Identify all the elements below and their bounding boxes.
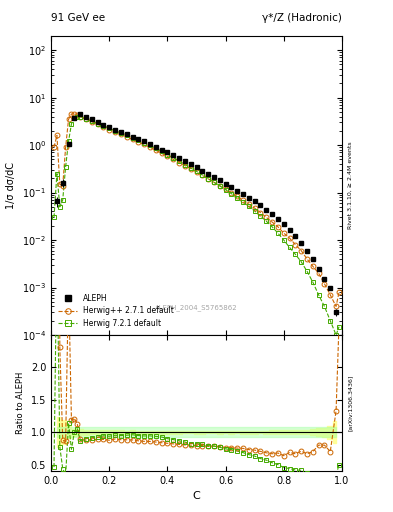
Text: ALEPH_2004_S5765862: ALEPH_2004_S5765862 bbox=[155, 304, 238, 311]
Legend: ALEPH, Herwig++ 2.7.1 default, Herwig 7.2.1 default: ALEPH, Herwig++ 2.7.1 default, Herwig 7.… bbox=[55, 290, 177, 331]
Y-axis label: Ratio to ALEPH: Ratio to ALEPH bbox=[16, 372, 25, 434]
Text: 91 GeV ee: 91 GeV ee bbox=[51, 13, 105, 23]
Text: γ*/Z (Hadronic): γ*/Z (Hadronic) bbox=[262, 13, 342, 23]
X-axis label: C: C bbox=[193, 492, 200, 501]
Text: [arXiv:1306.3436]: [arXiv:1306.3436] bbox=[348, 375, 353, 431]
Y-axis label: 1/σ dσ/dC: 1/σ dσ/dC bbox=[6, 162, 17, 209]
Text: Rivet 3.1.10, ≥ 2.4M events: Rivet 3.1.10, ≥ 2.4M events bbox=[348, 142, 353, 229]
